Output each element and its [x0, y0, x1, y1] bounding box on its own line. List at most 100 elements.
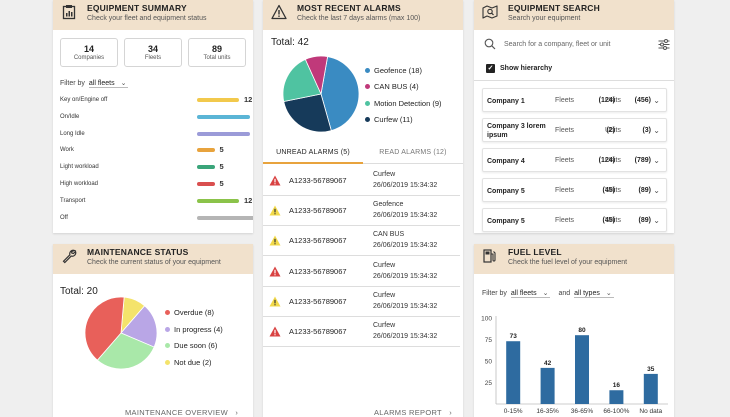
card-title: MOST RECENT ALARMS — [297, 3, 401, 13]
fuel-level-bar-chart: 25 50 75 100 73 0-15% 42 16-35% 80 36-65% 16 66-100… — [481, 316, 668, 415]
legend-item: Not due (2) — [165, 358, 212, 367]
legend-label: Geofence (18) — [374, 66, 422, 75]
status-value: 5 — [219, 145, 224, 155]
pie-slice[interactable] — [84, 296, 125, 361]
alarm-type: Geofence — [373, 201, 404, 209]
chevron-down-icon: ⌄ — [120, 80, 127, 87]
status-bar — [197, 148, 215, 153]
filter-sliders-icon[interactable] — [658, 38, 670, 50]
fuel-bar-value: 16 — [613, 382, 621, 389]
alarm-row[interactable]: A1233-56789067 CAN BUS 26/06/2019 15:34:32 — [263, 226, 460, 257]
alarm-id: A1233-56789067 — [289, 296, 347, 306]
status-bar-row: Transport 12 — [60, 196, 252, 206]
company-row[interactable]: Company 5 Fleets (45) Units (89) ⌄ — [482, 208, 667, 232]
company-row[interactable]: Company 3 lorem ipsum Fleets (2) Units (3) ⌄ — [482, 118, 667, 142]
card-title: MAINTENANCE STATUS — [87, 247, 189, 257]
fuel-bar-value: 42 — [544, 360, 552, 367]
alarm-id: A1233-56789067 — [289, 236, 347, 246]
pie-slice[interactable] — [282, 58, 322, 103]
stat-label: Fleets — [144, 55, 162, 61]
units-label: Units — [605, 187, 621, 194]
units-label: Units — [605, 157, 621, 164]
checkbox-checked[interactable]: ✓ — [486, 64, 495, 73]
chevron-down-icon[interactable]: ⌄ — [653, 156, 660, 165]
units-count: (89) — [638, 217, 651, 224]
status-bar-row: Long Idle15 — [60, 129, 250, 139]
alarm-date: 26/06/2019 15:34:32 — [373, 272, 438, 280]
stat-total-units[interactable]: 89 Total units — [188, 38, 246, 67]
fuel-pump-icon — [483, 249, 496, 263]
equipment-search-card: EQUIPMENT SEARCH Search your equipment S… — [474, 0, 674, 233]
fleet-filter-select[interactable]: all fleets ⌄ — [510, 289, 551, 298]
legend-dot — [365, 68, 370, 73]
fleet-filter-select[interactable]: all fleets ⌄ — [88, 79, 129, 88]
alarm-row[interactable]: A1233-56789067 Curfew 26/06/2019 15:34:32 — [263, 257, 460, 287]
pie-slice[interactable] — [304, 55, 329, 96]
legend-label: Overdue (8) — [174, 308, 215, 317]
legend-label: In progress (4) — [174, 324, 223, 334]
fuel-level-header: FUEL LEVEL Check the fuel level of your … — [474, 244, 674, 274]
y-tick-label: 50 — [485, 359, 493, 366]
card-subtitle: Check the current status of your equipme… — [87, 259, 221, 266]
alarms-report-link[interactable]: ALARMS REPORT › — [374, 408, 452, 417]
legend-item: Curfew (11) — [365, 115, 413, 124]
status-bar — [197, 98, 239, 102]
chevron-right-icon: › — [235, 408, 239, 417]
summary-filter: Filter by all fleets ⌄ — [60, 79, 129, 88]
fuel-bar[interactable] — [575, 335, 589, 404]
tab-unread-alarms[interactable]: UNREAD ALARMS (5) — [263, 146, 363, 164]
fuel-bar[interactable] — [540, 367, 555, 404]
chevron-down-icon[interactable]: ⌄ — [653, 96, 660, 105]
search-input[interactable]: Search for a company, fleet or unit — [484, 36, 670, 52]
stat-fleets[interactable]: 34 Fleets — [124, 38, 182, 67]
alarm-danger-icon — [269, 266, 281, 277]
alarm-row[interactable]: A1233-56789067 Geofence 26/06/2019 15:34:3… — [263, 196, 460, 227]
chevron-down-icon: ⌄ — [605, 290, 612, 297]
fuel-bar[interactable] — [643, 373, 658, 404]
legend-item: Overdue (8) — [165, 308, 214, 317]
y-tick-label: 75 — [485, 337, 493, 344]
maintenance-total: Total: 20 — [60, 286, 98, 297]
maintenance-overview-link[interactable]: MAINTENANCE OVERVIEW › — [125, 408, 238, 417]
alarm-warning-icon — [269, 205, 281, 216]
chevron-down-icon[interactable]: ⌄ — [653, 186, 660, 195]
fleets-count: (124) — [598, 97, 615, 104]
chevron-down-icon[interactable]: ⌄ — [653, 126, 660, 135]
divider — [474, 80, 674, 81]
filter-label: Filter by — [60, 80, 85, 87]
stat-companies[interactable]: 14 Companies — [60, 38, 118, 67]
equipment-search-header: EQUIPMENT SEARCH Search your equipment — [474, 0, 674, 30]
fuel-bar[interactable] — [506, 341, 521, 404]
pie-slice[interactable] — [320, 56, 360, 132]
stat-label: Total units — [203, 55, 231, 61]
company-row[interactable]: Company 4 Fleets (124) Units (789) ⌄ — [482, 148, 667, 172]
status-bar — [197, 198, 239, 203]
alarm-type: Curfew — [373, 171, 396, 178]
status-bar-row: Key on/Engine off 12 — [60, 95, 252, 105]
company-row[interactable]: Company 5 Fleets (45) Units (89) ⌄ — [482, 178, 667, 202]
show-hierarchy-toggle[interactable]: ✓ Show hierarchy — [486, 64, 552, 73]
alarm-row[interactable]: A1233-56789067 Curfew 26/06/2019 15:34:32 — [263, 166, 460, 196]
status-bar — [197, 182, 215, 186]
alarm-row[interactable]: A1233-56789067 Curfew 26/06/2019 15:34:32 — [263, 287, 460, 317]
alarm-date: 26/06/2019 15:34:32 — [373, 242, 438, 250]
alarm-row[interactable]: A1233-56789067 Curfew 26/06/2019 15:34:32 — [263, 317, 460, 347]
status-bar — [197, 114, 250, 119]
alarm-type: CAN BUS — [373, 231, 405, 239]
company-row[interactable]: Company 1 Fleets (124) Units (456) ⌄ — [482, 88, 667, 112]
card-subtitle: Search your equipment — [508, 15, 581, 22]
type-filter-select[interactable]: all types ⌄ — [574, 289, 614, 298]
fuel-bar[interactable] — [609, 390, 624, 404]
chevron-down-icon[interactable]: ⌄ — [653, 216, 660, 225]
pie-slice[interactable] — [283, 93, 332, 133]
legend-label: Curfew (11) — [374, 114, 413, 124]
units-count: (456) — [634, 97, 651, 104]
status-label: Long Idle — [60, 130, 85, 137]
legend-label: Not due (2) — [174, 357, 212, 367]
alarm-warning-icon — [269, 296, 281, 307]
tab-read-alarms[interactable]: READ ALARMS (12) — [363, 146, 463, 164]
filter-value: all fleets — [88, 79, 115, 87]
units-label: Units — [605, 127, 621, 134]
maintenance-status-header: MAINTENANCE STATUS Check the current sta… — [53, 244, 253, 274]
pie-slice[interactable] — [96, 332, 155, 370]
